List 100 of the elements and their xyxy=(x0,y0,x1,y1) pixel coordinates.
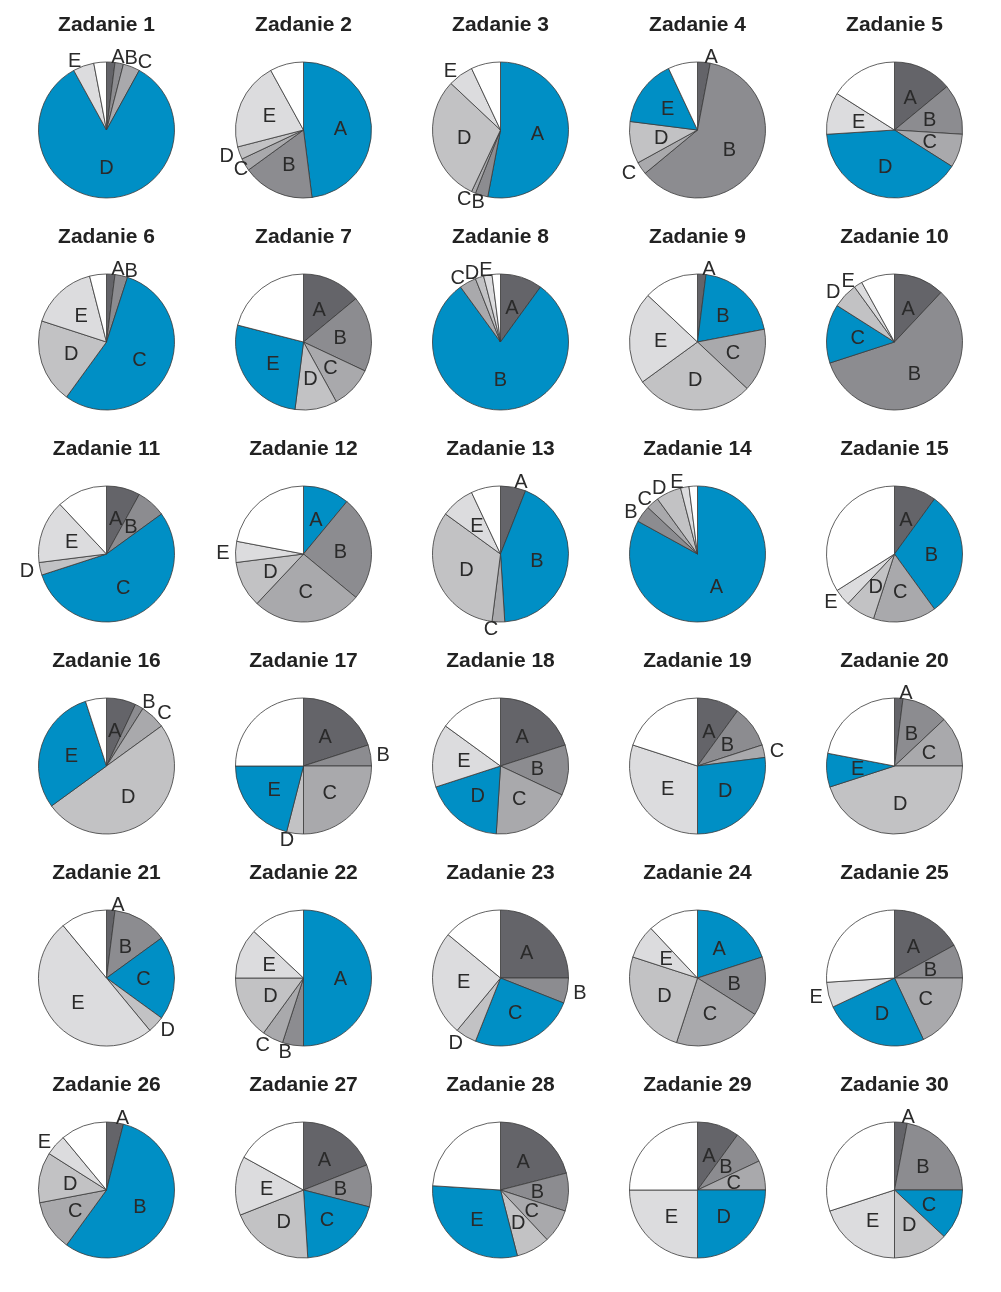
slice-label: D xyxy=(19,559,35,582)
slice-label: D xyxy=(448,1030,463,1053)
chart-title: Zadanie 21 xyxy=(52,860,162,883)
slice-label: B xyxy=(720,733,735,756)
slice-label: D xyxy=(121,784,136,807)
slice-label: C xyxy=(725,341,741,364)
slice-label: E xyxy=(660,776,675,799)
slice-label: D xyxy=(160,1017,175,1040)
slice-label: B xyxy=(333,539,348,562)
slice-label: E xyxy=(809,985,823,1008)
slice-label: A xyxy=(903,85,918,108)
slice-label: B xyxy=(530,757,545,780)
chart-title: Zadanie 13 xyxy=(446,436,555,459)
slice-label: D xyxy=(470,784,486,807)
slice-label: E xyxy=(470,1207,484,1230)
slice-label: D xyxy=(276,1210,291,1233)
slice-label: D xyxy=(279,828,295,851)
chart-title: Zadanie 19 xyxy=(643,648,752,671)
slice-label: E xyxy=(851,109,866,132)
chart-title: Zadanie 28 xyxy=(446,1072,556,1095)
slice-label: D xyxy=(718,779,733,802)
chart-title: Zadanie 11 xyxy=(52,436,161,459)
slice-label: B xyxy=(142,690,156,713)
slice-label: E xyxy=(64,743,78,766)
slice-label: C xyxy=(921,741,937,764)
slice-label: A xyxy=(115,1105,130,1128)
slice-label: C xyxy=(322,781,337,804)
slice-label: D xyxy=(893,791,908,814)
slice-label: D xyxy=(62,1172,78,1195)
slice-label: C xyxy=(136,967,151,989)
slice-label: B xyxy=(333,326,347,349)
slice-label: A xyxy=(702,257,717,280)
slice-label: C xyxy=(456,186,472,209)
chart-title: Zadanie 5 xyxy=(846,12,944,35)
chart-title: Zadanie 1 xyxy=(58,12,156,35)
slice-label: C xyxy=(921,1192,937,1215)
slice-label: D xyxy=(303,367,318,390)
chart-title: Zadanie 7 xyxy=(255,224,352,247)
slice-label: D xyxy=(653,125,669,148)
slice-label: D xyxy=(459,557,474,580)
slice-label: C xyxy=(298,579,314,602)
slice-label: B xyxy=(471,190,485,213)
slice-label: A xyxy=(317,1148,332,1171)
slice-label: C xyxy=(702,1001,718,1024)
slice-label: E xyxy=(266,351,280,374)
slice-label: C xyxy=(621,160,637,183)
slice-label: E xyxy=(65,530,79,553)
slice-label: B xyxy=(282,152,296,175)
slice-label: C xyxy=(157,701,172,724)
slice-label: B xyxy=(133,1194,147,1217)
slice-label: E xyxy=(824,590,838,613)
slice-label: E xyxy=(456,970,471,993)
chart-title: Zadanie 4 xyxy=(649,12,747,35)
slice-label: E xyxy=(443,59,457,82)
slice-label: E xyxy=(479,258,493,281)
chart-title: Zadanie 2 xyxy=(255,12,352,35)
slice-label: C xyxy=(323,356,338,379)
slice-label: B xyxy=(118,935,133,958)
chart-title: Zadanie 24 xyxy=(643,860,753,883)
slice-label: A xyxy=(899,507,914,530)
slice-label: C xyxy=(483,616,499,639)
slice-label: D xyxy=(219,144,234,167)
slice-label: B xyxy=(573,980,587,1003)
slice-label: A xyxy=(899,681,914,704)
slice-label: A xyxy=(519,940,534,963)
chart-title: Zadanie 18 xyxy=(446,648,556,671)
slice-label: D xyxy=(263,983,278,1006)
chart-title: Zadanie 29 xyxy=(643,1072,752,1095)
slice-label: A xyxy=(111,257,126,280)
slice-label: E xyxy=(841,268,855,291)
slice-label: B xyxy=(907,362,921,385)
slice-label: E xyxy=(216,540,230,563)
slice-label: E xyxy=(457,749,471,772)
slice-label: D xyxy=(687,367,703,390)
slice-label: C xyxy=(512,786,527,809)
slice-label: B xyxy=(530,548,544,571)
slice-label: D xyxy=(874,1001,890,1024)
slice-label: A xyxy=(901,1105,916,1128)
slice-label: A xyxy=(107,718,122,741)
chart-title: Zadanie 10 xyxy=(840,224,949,247)
chart-title: Zadanie 6 xyxy=(58,224,155,247)
slice-label: A xyxy=(514,470,529,493)
slice-label: E xyxy=(37,1130,51,1153)
slice-label: A xyxy=(333,967,348,989)
slice-label: E xyxy=(653,328,668,351)
slice-label: C xyxy=(116,575,131,598)
chart-title: Zadanie 23 xyxy=(446,860,555,883)
slice-label: D xyxy=(464,260,480,283)
slice-label: A xyxy=(111,893,126,916)
slice-label: B xyxy=(716,304,730,327)
slice-label: B xyxy=(924,543,939,565)
slice-label: D xyxy=(901,1212,917,1235)
chart-title: Zadanie 27 xyxy=(249,1072,358,1095)
slice-label: B xyxy=(124,515,138,538)
slice-label: E xyxy=(660,97,675,120)
slice-label: E xyxy=(470,514,484,537)
chart-title: Zadanie 3 xyxy=(452,12,549,35)
slice-label: E xyxy=(670,470,684,493)
slice-label: B xyxy=(124,46,138,69)
slice-label: A xyxy=(505,295,520,318)
